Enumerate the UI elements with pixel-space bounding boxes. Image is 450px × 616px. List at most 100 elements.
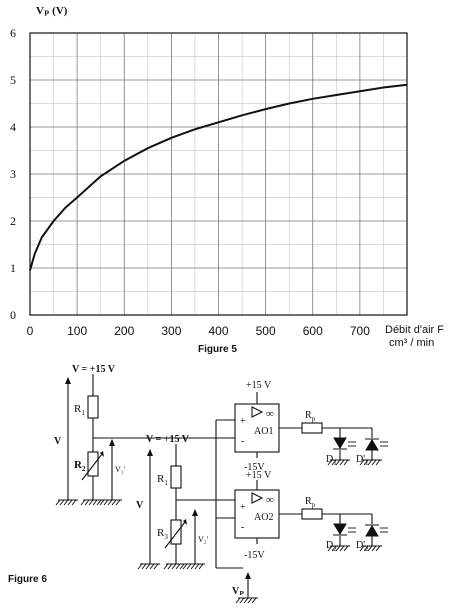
- ground-hatch: [107, 499, 113, 506]
- ground-hatch: [198, 563, 204, 570]
- ground-hatch: [171, 563, 177, 570]
- supply-label-mid: V = +15 V: [146, 434, 190, 445]
- y-axis-label: Vₚ (V): [36, 5, 68, 17]
- x-tick-labels: 0 100 200 300 400 500 600 700: [27, 324, 371, 338]
- x-tick-label: 600: [303, 324, 323, 338]
- op-amp-triangle: [251, 406, 264, 418]
- label-r2: R2: [74, 459, 86, 473]
- figure-6-circuit: V = +15 V V = +15 V V V R1 R2 R1 R3 V₁' …: [8, 364, 388, 604]
- ground-hatch: [179, 563, 185, 570]
- ao1-infinity-sign: ∞: [266, 408, 274, 420]
- figure-5-caption: Figure 5: [198, 344, 237, 355]
- label-dp1: D'1: [356, 454, 369, 467]
- label-plus15-ao1: +15 V: [246, 380, 272, 391]
- ground-hatch: [84, 499, 90, 506]
- y-tick-label: 5: [10, 73, 16, 87]
- x-tick-label: 0: [27, 324, 34, 338]
- ground-hatch: [190, 563, 196, 570]
- ground-hatch: [335, 459, 341, 466]
- ground-hatch: [339, 459, 345, 466]
- diode-d1: [333, 437, 347, 449]
- ground-hatch: [137, 563, 143, 570]
- label-r1: R1: [74, 403, 85, 417]
- x-axis-label-line2: cm³ / min: [389, 337, 434, 349]
- ao1-plus-sign: +: [240, 416, 246, 427]
- arrow-head-icon: [65, 377, 71, 384]
- label-d1: D1: [326, 454, 337, 467]
- ground-hatch: [339, 545, 345, 552]
- ground-symbols: [55, 459, 382, 604]
- resistor-r1: [87, 395, 99, 419]
- label-v1: V₁': [115, 465, 126, 474]
- ground-hatch: [247, 597, 253, 604]
- y-tick-label: 2: [10, 214, 16, 228]
- ground-hatch: [375, 459, 381, 466]
- ground-hatch: [243, 597, 249, 604]
- x-tick-label: 400: [208, 324, 228, 338]
- ground-hatch: [359, 459, 365, 466]
- series-line: [29, 83, 408, 271]
- ground-hatch: [363, 545, 369, 552]
- ground-hatch: [251, 597, 257, 604]
- label-v2: V₂': [198, 535, 209, 544]
- figure-5-chart: 0 1 2 3 4 5 6 0 100 200 300 400 500 600 700 Vₚ (V) Dé…: [10, 5, 444, 355]
- ground-hatch: [327, 545, 333, 552]
- ground-hatch: [335, 545, 341, 552]
- ground-hatch: [71, 499, 77, 506]
- ao2-minus-sign: -: [241, 522, 244, 533]
- label-ao1: AO1: [254, 426, 273, 437]
- ground-hatch: [99, 499, 105, 506]
- label-d2: D2: [326, 540, 337, 553]
- label-rp1: Rp: [305, 410, 316, 423]
- y-tick-label: 1: [10, 261, 16, 275]
- ground-hatch: [63, 499, 69, 506]
- x-tick-label: 300: [161, 324, 181, 338]
- arrow-head-icon: [192, 509, 198, 516]
- supply-label-left: V = +15 V: [72, 364, 116, 375]
- label-minus15-ao1: -15V: [244, 462, 265, 473]
- ground-hatch: [371, 459, 377, 466]
- ground-hatch: [55, 499, 61, 506]
- resistor-rp1: [301, 422, 323, 434]
- ground-hatch: [363, 459, 369, 466]
- ground-hatch: [375, 545, 381, 552]
- x-tick-label: 700: [350, 324, 370, 338]
- ao2-infinity-sign: ∞: [266, 494, 274, 506]
- ground-hatch: [96, 499, 102, 506]
- ground-hatch: [80, 499, 86, 506]
- ground-hatch: [343, 459, 349, 466]
- pot-arrow: [81, 453, 103, 481]
- arrow-head-icon: [183, 519, 187, 525]
- major-grid: [29, 32, 408, 316]
- ground-hatch: [67, 499, 73, 506]
- ground-hatch: [59, 499, 65, 506]
- label-v-mid: V: [136, 500, 144, 511]
- ground-hatch: [331, 459, 337, 466]
- resistor-r1b: [170, 465, 182, 489]
- label-vp: Vₚ: [232, 586, 244, 597]
- ground-hatch: [153, 563, 159, 570]
- ground-hatch: [92, 499, 98, 506]
- ground-hatch: [163, 563, 169, 570]
- ground-hatch: [186, 563, 192, 570]
- x-axis-label-line1: Débit d'air F: [385, 324, 444, 336]
- plot-frame: [29, 32, 408, 316]
- ground-hatch: [371, 545, 377, 552]
- ground-hatch: [239, 597, 245, 604]
- label-r3: R3: [157, 527, 168, 541]
- ground-hatch: [103, 499, 109, 506]
- ground-hatch: [235, 597, 241, 604]
- arrow-head-icon: [147, 449, 153, 456]
- y-tick-label: 6: [10, 26, 16, 40]
- label-v-left: V: [54, 436, 62, 447]
- arrow-head-icon: [109, 439, 115, 446]
- diode-dp2: [365, 525, 379, 537]
- label-minus15-ao2: -15V: [244, 550, 265, 561]
- ground-hatch: [167, 563, 173, 570]
- x-tick-label: 100: [67, 324, 87, 338]
- pot-arrow: [164, 521, 186, 549]
- diode-dp1: [365, 439, 379, 451]
- ground-hatch: [149, 563, 155, 570]
- ground-hatch: [359, 545, 365, 552]
- ground-hatch: [141, 563, 147, 570]
